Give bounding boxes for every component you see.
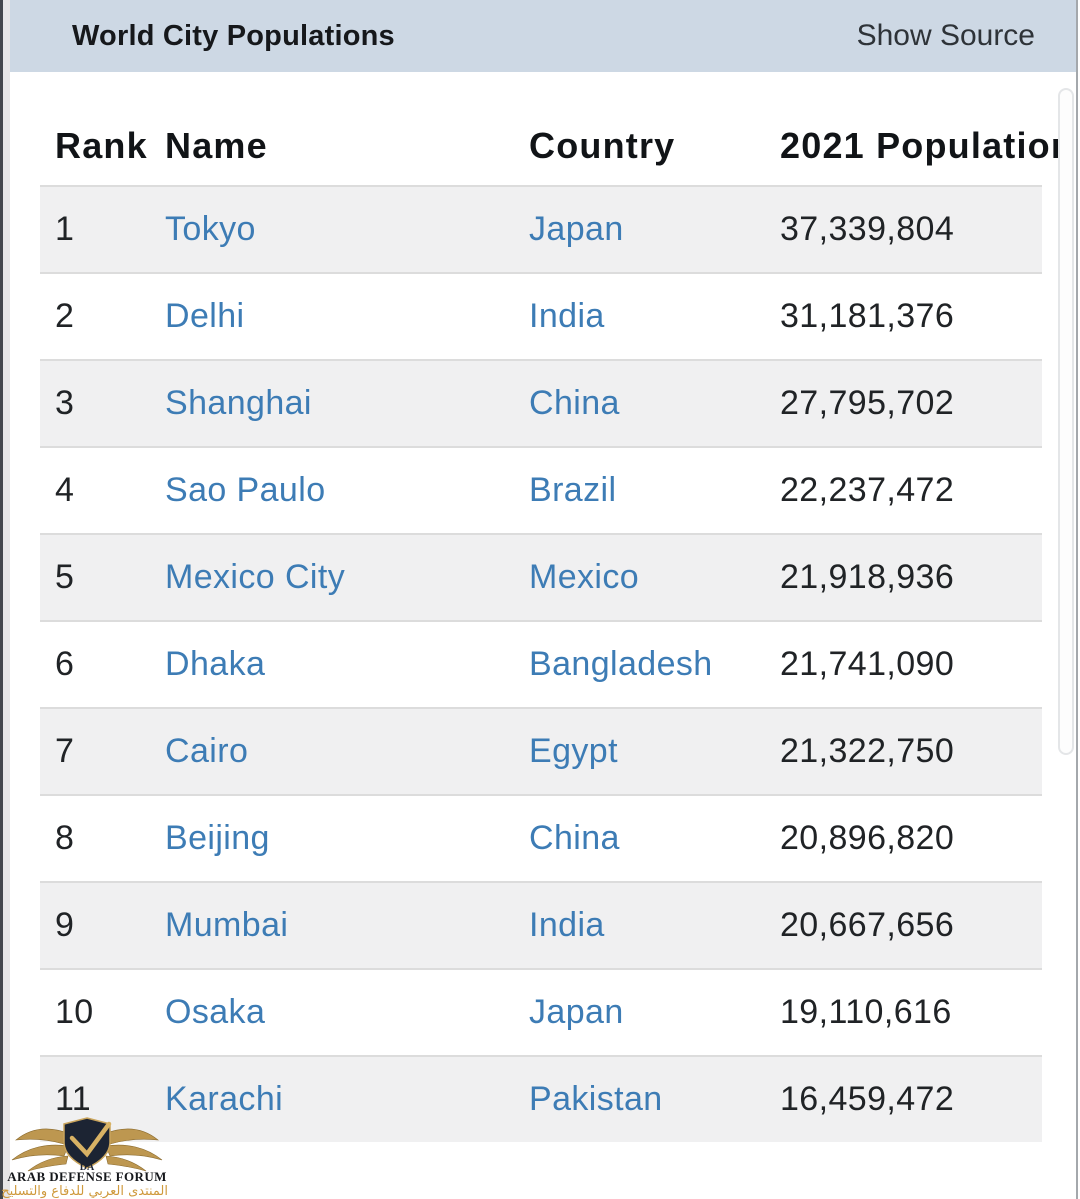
rank-cell: 1 (40, 185, 150, 273)
column-header-country: Country (529, 125, 676, 166)
city-link[interactable]: Cairo (165, 732, 249, 770)
table-row: 1 Tokyo Japan 37,339,804 (40, 185, 1042, 273)
country-cell: India (514, 881, 765, 969)
country-cell: Japan (514, 185, 765, 273)
table-panel: Rank Name Country 2021 Population 1 Toky… (10, 72, 1080, 1199)
city-link[interactable]: Karachi (165, 1080, 284, 1118)
header-row: Rank Name Country 2021 Population (40, 105, 1075, 186)
country-link[interactable]: India (529, 906, 605, 944)
city-link[interactable]: Sao Paulo (165, 471, 326, 509)
city-cell: Osaka (150, 968, 514, 1056)
table-row: 9 Mumbai India 20,667,656 (40, 881, 1042, 969)
city-link[interactable]: Beijing (165, 819, 270, 857)
country-link[interactable]: Japan (529, 210, 624, 248)
city-cell: Tokyo (150, 185, 514, 273)
country-link[interactable]: Bangladesh (529, 645, 713, 683)
header-bar: World City Populations Show Source (10, 0, 1076, 72)
watermark-title: ARAB DEFENSE FORUM (7, 1169, 167, 1184)
country-link[interactable]: China (529, 819, 620, 857)
city-cell: Cairo (150, 707, 514, 795)
country-cell: Japan (514, 968, 765, 1056)
country-link[interactable]: Mexico (529, 558, 640, 596)
table-header: Rank Name Country 2021 Population (40, 105, 1075, 186)
country-link[interactable]: Brazil (529, 471, 617, 509)
city-cell: Mexico City (150, 533, 514, 621)
country-cell: China (514, 794, 765, 882)
table-row: 3 Shanghai China 27,795,702 (40, 359, 1042, 447)
city-cell: Beijing (150, 794, 514, 882)
show-source-button[interactable]: Show Source (856, 19, 1035, 52)
watermark-monogram: DA (80, 1162, 95, 1172)
watermark-subtitle: المنتدى العربي للدفاع والتسليح (1, 1184, 168, 1199)
country-cell: Egypt (514, 707, 765, 795)
column-header-name: Name (165, 125, 268, 166)
city-link[interactable]: Tokyo (165, 210, 256, 248)
city-populations-table: Rank Name Country 2021 Population 1 Toky… (40, 105, 1075, 1142)
arab-defense-forum-watermark: DA ARAB DEFENSE FORUM المنتدى العربي للد… (1, 1116, 168, 1199)
window-right-edge (1076, 0, 1078, 1199)
city-link[interactable]: Dhaka (165, 645, 266, 683)
country-link[interactable]: India (529, 297, 605, 335)
population-cell: 21,322,750 (765, 707, 1042, 795)
city-cell: Shanghai (150, 359, 514, 447)
rank-cell: 6 (40, 620, 150, 708)
city-link[interactable]: Mexico City (165, 558, 346, 596)
rank-cell: 9 (40, 881, 150, 969)
country-cell: India (514, 272, 765, 360)
rank-cell: 10 (40, 968, 150, 1056)
population-cell: 16,459,472 (765, 1055, 1042, 1142)
table-row: 4 Sao Paulo Brazil 22,237,472 (40, 446, 1042, 534)
city-link[interactable]: Shanghai (165, 384, 312, 422)
population-cell: 21,741,090 (765, 620, 1042, 708)
city-cell: Sao Paulo (150, 446, 514, 534)
population-cell: 19,110,616 (765, 968, 1042, 1056)
table-row: 6 Dhaka Bangladesh 21,741,090 (40, 620, 1042, 708)
population-cell: 20,896,820 (765, 794, 1042, 882)
city-link[interactable]: Delhi (165, 297, 245, 335)
city-cell: Dhaka (150, 620, 514, 708)
population-cell: 31,181,376 (765, 272, 1042, 360)
country-link[interactable]: Pakistan (529, 1080, 663, 1118)
country-cell: Brazil (514, 446, 765, 534)
country-cell: Mexico (514, 533, 765, 621)
population-cell: 21,918,936 (765, 533, 1042, 621)
city-cell: Karachi (150, 1055, 514, 1142)
table-row: 11 Karachi Pakistan 16,459,472 (40, 1055, 1042, 1142)
window-left-edge (0, 0, 10, 1199)
column-header-rank: Rank (55, 125, 148, 166)
rank-cell: 8 (40, 794, 150, 882)
city-link[interactable]: Osaka (165, 993, 266, 1031)
table-row: 2 Delhi India 31,181,376 (40, 272, 1042, 360)
population-cell: 22,237,472 (765, 446, 1042, 534)
rank-cell: 3 (40, 359, 150, 447)
city-cell: Mumbai (150, 881, 514, 969)
country-cell: China (514, 359, 765, 447)
rank-cell: 7 (40, 707, 150, 795)
table-row: 5 Mexico City Mexico 21,918,936 (40, 533, 1042, 621)
city-link[interactable]: Mumbai (165, 906, 289, 944)
page-title: World City Populations (72, 19, 395, 52)
rank-cell: 4 (40, 446, 150, 534)
table-row: 8 Beijing China 20,896,820 (40, 794, 1042, 882)
table-body: 1 Tokyo Japan 37,339,804 2 Delhi India 3… (40, 185, 1042, 1142)
city-cell: Delhi (150, 272, 514, 360)
population-cell: 20,667,656 (765, 881, 1042, 969)
column-header-population: 2021 Population (780, 125, 1075, 166)
country-cell: Bangladesh (514, 620, 765, 708)
country-link[interactable]: China (529, 384, 620, 422)
country-link[interactable]: Japan (529, 993, 624, 1031)
population-cell: 37,339,804 (765, 185, 1042, 273)
table-row: 10 Osaka Japan 19,110,616 (40, 968, 1042, 1056)
country-link[interactable]: Egypt (529, 732, 618, 770)
scrollbar[interactable] (1058, 88, 1074, 755)
country-cell: Pakistan (514, 1055, 765, 1142)
table-row: 7 Cairo Egypt 21,322,750 (40, 707, 1042, 795)
rank-cell: 2 (40, 272, 150, 360)
watermark-logo-icon: DA (11, 1117, 163, 1172)
rank-cell: 5 (40, 533, 150, 621)
population-cell: 27,795,702 (765, 359, 1042, 447)
